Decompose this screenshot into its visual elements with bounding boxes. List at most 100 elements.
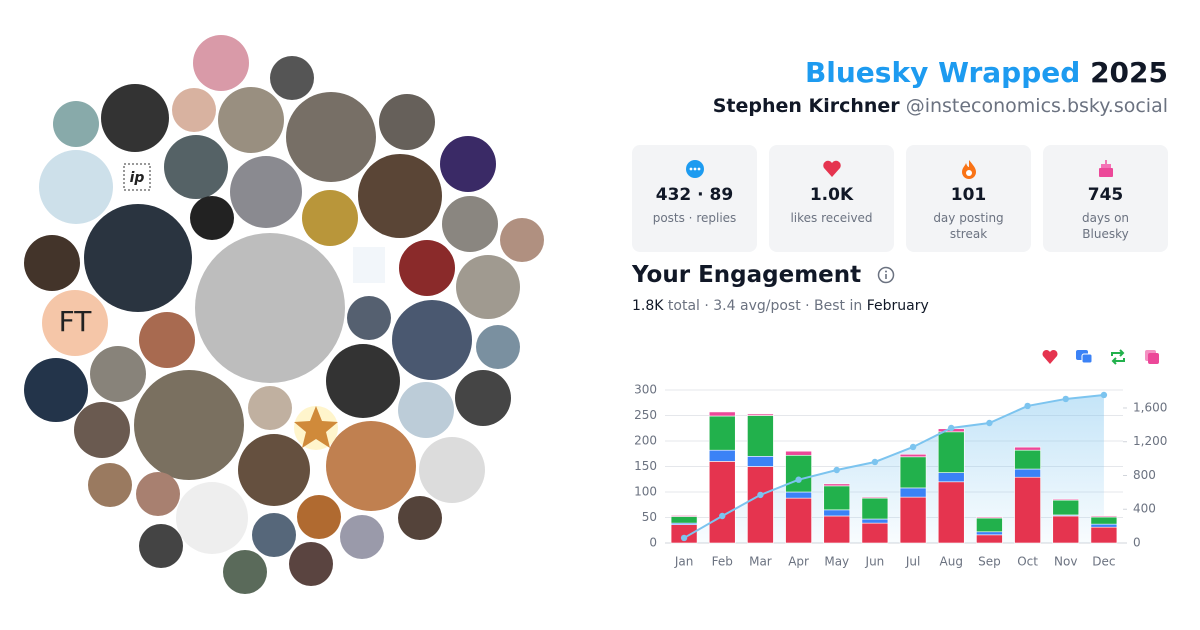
avatar[interactable]: [442, 196, 498, 252]
avatar[interactable]: [172, 88, 216, 132]
bar-segment: [899, 496, 927, 544]
avatar[interactable]: [456, 255, 520, 319]
avatar[interactable]: [193, 35, 249, 91]
stat-value: 101: [950, 185, 987, 205]
avatar[interactable]: [398, 382, 454, 438]
avatar[interactable]: [139, 524, 183, 568]
avatar[interactable]: [190, 196, 234, 240]
line-point: [986, 419, 993, 427]
avatar[interactable]: [74, 402, 130, 458]
user-name[interactable]: Stephen Kirchner: [712, 95, 900, 117]
avatar[interactable]: [340, 515, 384, 559]
avatar[interactable]: [358, 154, 442, 238]
x-tick-label: Jan: [674, 555, 694, 569]
bar-segment: [823, 483, 851, 487]
bar-segment: [1052, 499, 1080, 516]
bar-segment: [708, 411, 736, 417]
stat-label: likes received: [790, 211, 873, 225]
user-handle[interactable]: @insteconomics.bsky.social: [905, 95, 1168, 117]
avatar[interactable]: [326, 344, 400, 418]
bar-segment: [899, 487, 927, 498]
stat-card: 1.0K likes received: [769, 145, 894, 252]
avatar[interactable]: [455, 370, 511, 426]
line-point: [833, 466, 840, 474]
avatar[interactable]: [24, 358, 88, 422]
legend-icon[interactable]: [1042, 349, 1058, 364]
avatar[interactable]: [42, 290, 108, 356]
avatar[interactable]: [223, 550, 267, 594]
avatar[interactable]: [195, 233, 345, 383]
avatar[interactable]: [230, 156, 302, 228]
legend-icon[interactable]: [1148, 353, 1159, 364]
avatar[interactable]: [24, 235, 80, 291]
stat-label: posts · replies: [652, 211, 737, 225]
avatar[interactable]: [164, 135, 228, 199]
legend-icon[interactable]: [1081, 353, 1093, 364]
bar-segment: [785, 454, 812, 493]
avatar[interactable]: [326, 421, 416, 511]
avatar[interactable]: [289, 542, 333, 586]
avatar[interactable]: [238, 434, 310, 506]
avatar[interactable]: [399, 240, 455, 296]
icon: [685, 160, 704, 178]
bar-segment: [785, 450, 812, 456]
avatar[interactable]: [101, 84, 169, 152]
line: [683, 393, 1105, 539]
avatar[interactable]: [53, 101, 99, 147]
y-tick-label: 300: [634, 383, 657, 397]
avatar[interactable]: [176, 482, 248, 554]
avatar[interactable]: [139, 312, 195, 368]
y2-tick-label: 1,200: [1133, 434, 1167, 448]
avatar[interactable]: [419, 437, 485, 503]
avatar[interactable]: [218, 87, 284, 153]
bar-segment: [747, 415, 774, 457]
avatar[interactable]: [270, 56, 314, 100]
avatar[interactable]: [297, 495, 341, 539]
icon: [1098, 160, 1113, 177]
avatar[interactable]: [248, 386, 292, 430]
x-tick-label: Dec: [1092, 555, 1115, 569]
bar-segment: [976, 534, 1003, 544]
x-tick-label: Jun: [865, 555, 885, 569]
bar-segment: [976, 531, 1003, 536]
avatar[interactable]: [347, 296, 391, 340]
avatar[interactable]: [440, 136, 496, 192]
avatar[interactable]: [476, 325, 520, 369]
bar-segment: [899, 453, 927, 458]
avatar[interactable]: [392, 300, 472, 380]
bar-segment: [670, 515, 698, 517]
avatar[interactable]: [134, 370, 244, 480]
title-brand: Bluesky Wrapped: [804, 56, 1081, 89]
bar-segment: [747, 455, 774, 467]
y-tick-label: 250: [634, 408, 657, 422]
avatar[interactable]: [90, 346, 146, 402]
avatar[interactable]: [353, 247, 385, 283]
avatar[interactable]: [88, 463, 132, 507]
bar-segment: [1052, 515, 1080, 544]
y-tick-label: 100: [634, 485, 657, 499]
section-title: Your Engagement: [632, 262, 895, 288]
bar-segment: [1052, 498, 1080, 501]
avatar[interactable]: [123, 163, 151, 191]
bar-segment: [861, 497, 889, 520]
avatar[interactable]: [84, 204, 192, 312]
stat-value: 1.0K: [809, 185, 854, 205]
info-icon[interactable]: [877, 266, 895, 284]
bar-segment: [1090, 515, 1118, 518]
avatar[interactable]: [286, 92, 376, 182]
avatar[interactable]: [302, 190, 358, 246]
avatar[interactable]: [379, 94, 435, 150]
avatar[interactable]: [500, 218, 544, 262]
bar-segment: [1090, 523, 1118, 528]
legend-icon[interactable]: [1111, 349, 1125, 365]
avatar[interactable]: [136, 472, 180, 516]
line-point: [909, 443, 917, 451]
avatar[interactable]: [398, 496, 442, 540]
x-tick-label: Mar: [749, 555, 772, 569]
bar-segment: [976, 516, 1003, 519]
avatar[interactable]: [252, 513, 296, 557]
bar-segment: [1014, 446, 1041, 451]
avatar[interactable]: [39, 150, 113, 224]
